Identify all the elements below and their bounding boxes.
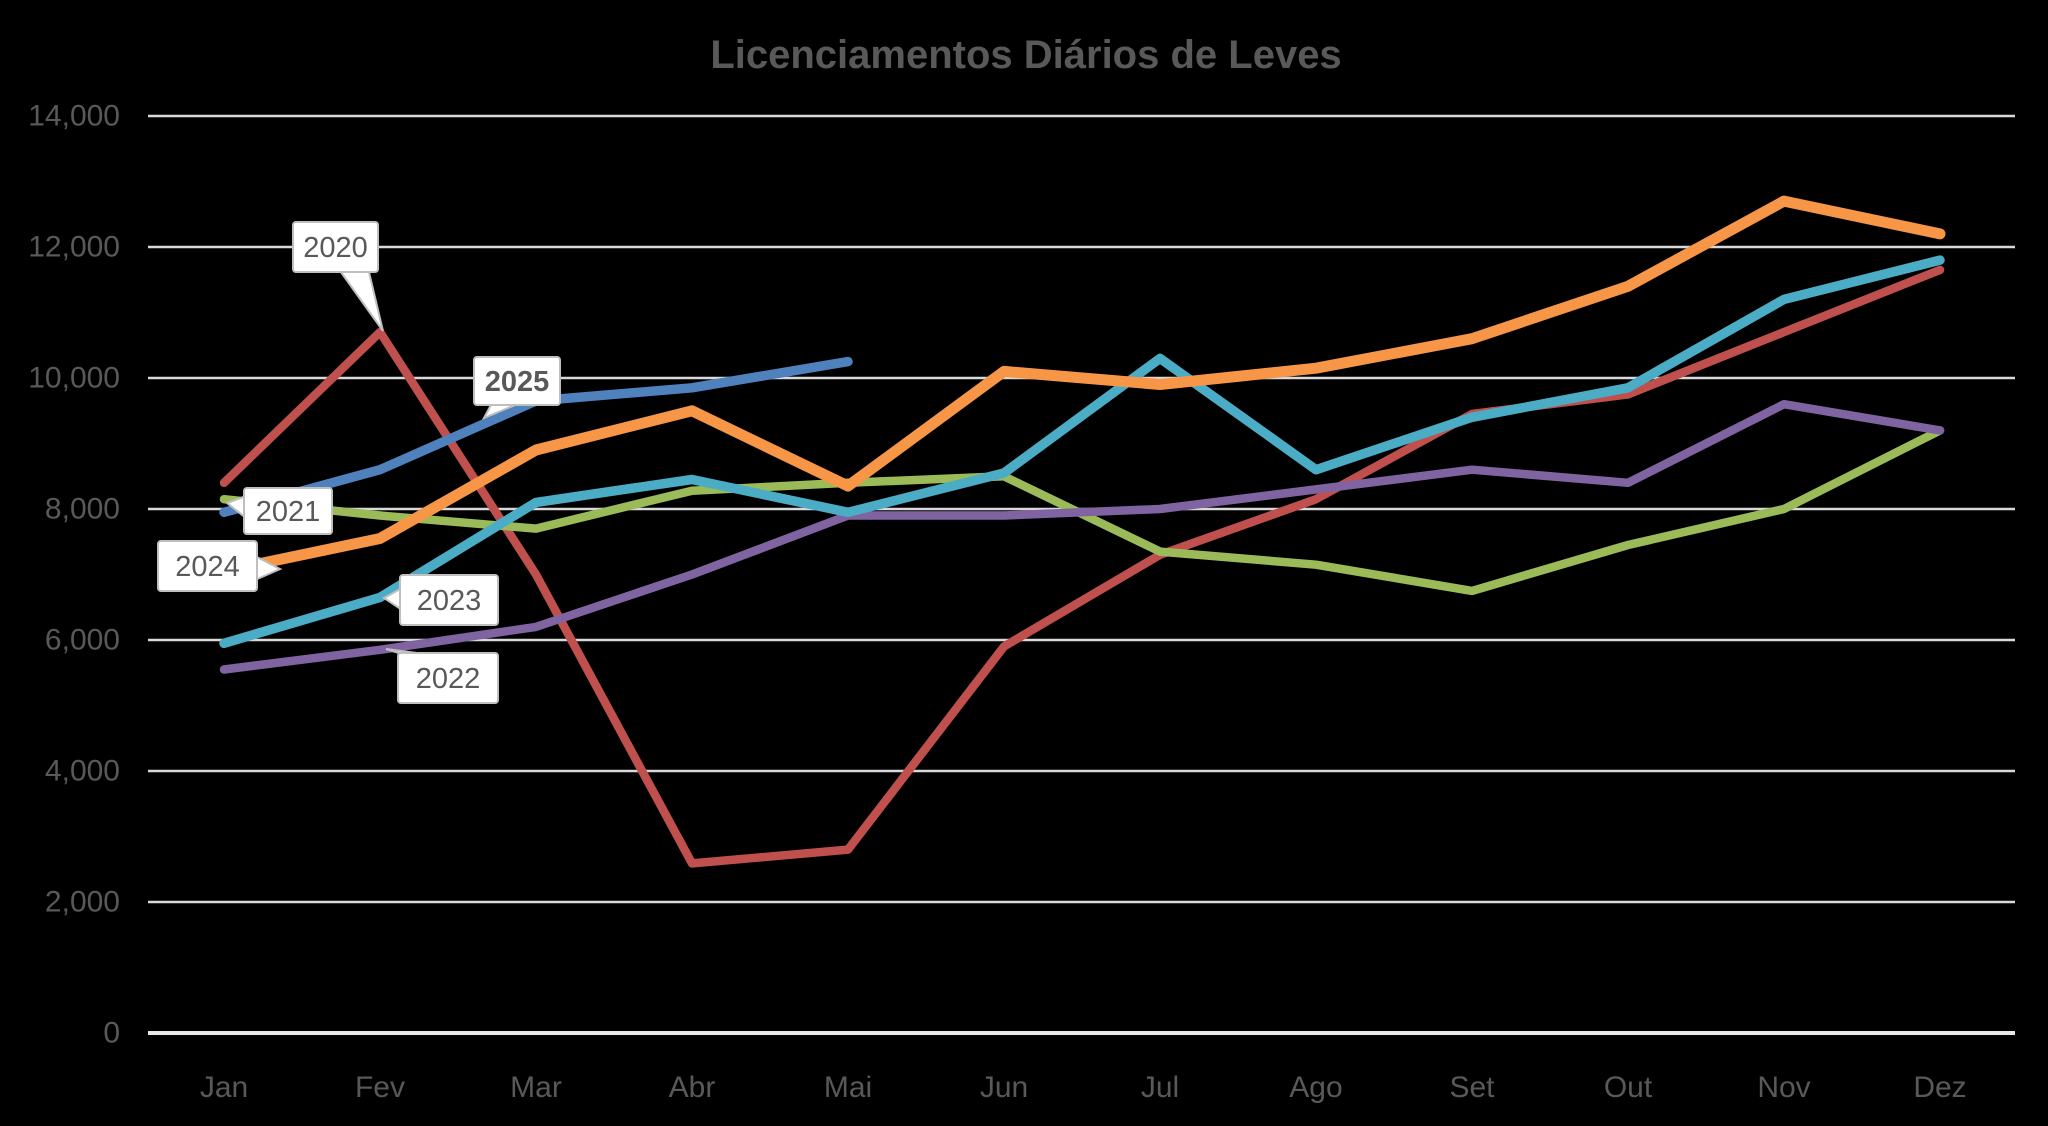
series-line-2023 <box>219 255 1945 649</box>
callout-box-2025 <box>473 356 561 406</box>
x-tick-label: Mai <box>824 1071 872 1104</box>
series-line-2020 <box>219 265 1945 868</box>
callout-2020: 2020 <box>292 221 384 332</box>
y-tick-label: 10,000 <box>28 362 120 395</box>
callout-box-2021 <box>243 487 333 535</box>
y-tick-label: 14,000 <box>28 100 120 133</box>
callout-text-2024: 2024 <box>175 551 240 583</box>
x-tick-label: Nov <box>1757 1071 1810 1104</box>
x-axis-labels: Jan Fev Mar Abr Mai Jun Jul Ago Set Out Nov Dez <box>200 1071 1967 1104</box>
x-tick-label: Jan <box>200 1071 248 1104</box>
x-tick-label: Abr <box>669 1071 716 1104</box>
callout-text-2022: 2022 <box>416 663 481 695</box>
chart-title: Licenciamentos Diários de Leves <box>710 33 1341 77</box>
callout-box-2020 <box>292 221 379 273</box>
callout-tail-2020 <box>336 267 384 332</box>
x-tick-label: Jun <box>980 1071 1028 1104</box>
y-tick-label: 4,000 <box>45 755 120 788</box>
callout-text-2025: 2025 <box>485 366 550 398</box>
x-tick-label: Ago <box>1289 1071 1342 1104</box>
y-tick-label: 12,000 <box>28 231 120 264</box>
callout-2021: 2021 <box>224 487 333 535</box>
y-tick-label: 0 <box>103 1017 120 1050</box>
x-tick-label: Jul <box>1141 1071 1179 1104</box>
callout-text-2021: 2021 <box>256 496 321 528</box>
x-tick-label: Dez <box>1913 1071 1966 1104</box>
callout-text-2023: 2023 <box>417 585 482 617</box>
callout-2024: 2024 <box>157 540 283 592</box>
x-tick-label: Fev <box>355 1071 405 1104</box>
callout-text-2020: 2020 <box>303 232 368 264</box>
callout-2023: 2023 <box>382 574 499 626</box>
x-tick-label: Set <box>1449 1071 1495 1104</box>
series-line-2024 <box>218 195 1946 577</box>
y-tick-label: 2,000 <box>45 886 120 919</box>
callout-2022: 2022 <box>385 648 499 704</box>
series-line-2022 <box>219 399 1945 674</box>
callout-box-2022 <box>397 652 499 704</box>
x-tick-label: Out <box>1604 1071 1653 1104</box>
y-tick-label: 8,000 <box>45 493 120 526</box>
series-callout-labels: 2020 2025 2021 2024 2023 2022 <box>157 221 561 704</box>
y-tick-label: 6,000 <box>45 624 120 657</box>
callout-box-2023 <box>399 574 499 626</box>
y-axis-labels: 0 2,000 4,000 6,000 8,000 10,000 12,000 14,000 <box>28 100 120 1050</box>
x-tick-label: Mar <box>510 1071 562 1104</box>
series-lines-layer <box>218 195 1946 868</box>
callout-2025: 2025 <box>473 356 561 420</box>
callout-box-2024 <box>157 540 258 592</box>
